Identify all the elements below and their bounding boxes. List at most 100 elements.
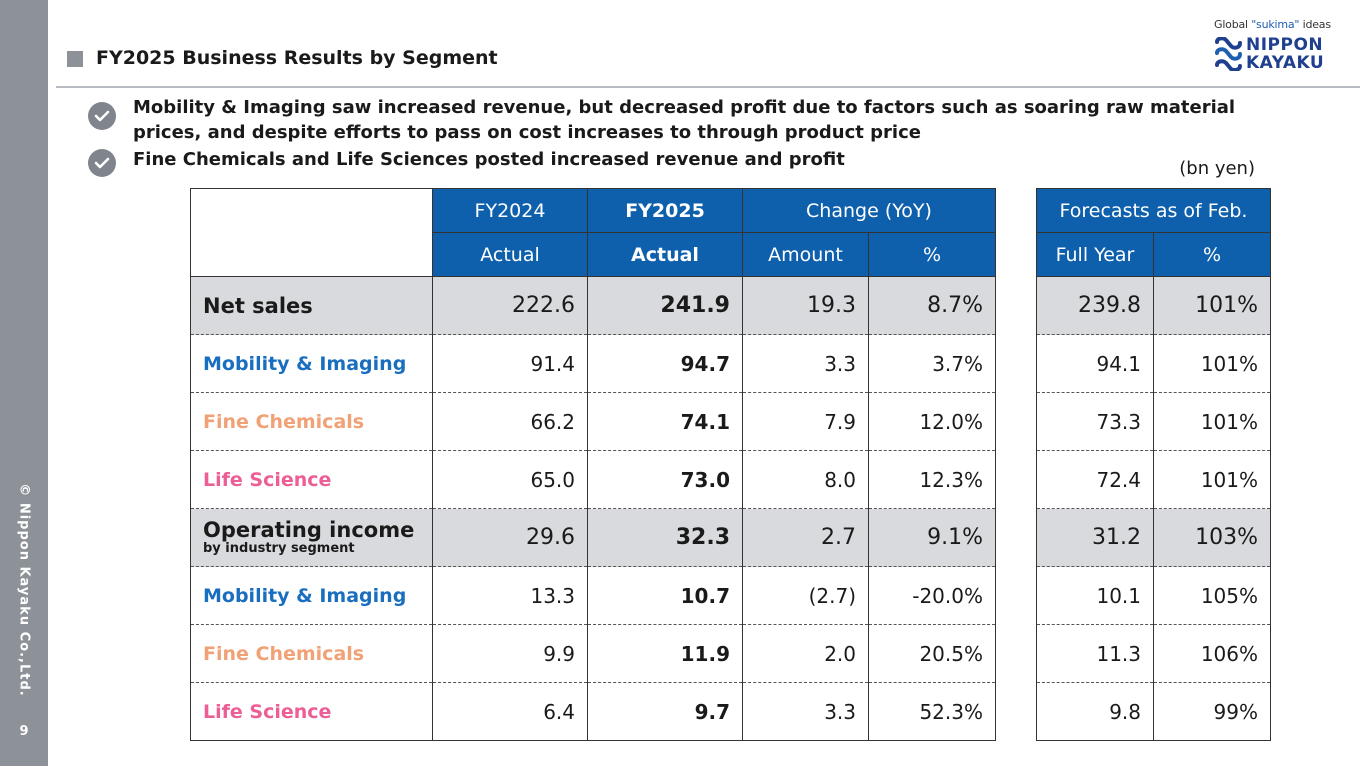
cell-full-year: 72.4 (1036, 450, 1154, 509)
cell-fy2024: 9.9 (432, 624, 588, 683)
cell-forecast-pct: 105% (1153, 566, 1271, 625)
table-row: 72.4 101% (1036, 450, 1271, 509)
cell-full-year: 94.1 (1036, 334, 1154, 393)
cell-pct: -20.0% (868, 566, 996, 625)
table-row: Net sales 222.6 241.9 19.3 8.7% (190, 276, 996, 335)
cell-fy2024: 13.3 (432, 566, 588, 625)
table-row: 10.1 105% (1036, 566, 1271, 625)
header-fy2024: FY2024 (432, 188, 588, 233)
cell-pct: 20.5% (868, 624, 996, 683)
cell-fy2025: 74.1 (587, 392, 743, 451)
row-label: Life Science (190, 450, 433, 509)
header-full-year: Full Year (1036, 232, 1154, 277)
table-row: 11.3 106% (1036, 624, 1271, 683)
cell-amount: 8.0 (742, 450, 869, 509)
cell-full-year: 31.2 (1036, 508, 1154, 567)
cell-pct: 9.1% (868, 508, 996, 567)
forecast-table: Forecasts as of Feb. Full Year % 239.8 1… (1036, 188, 1271, 741)
cell-full-year: 10.1 (1036, 566, 1154, 625)
cell-fy2025: 73.0 (587, 450, 743, 509)
header-forecast: Forecasts as of Feb. (1036, 188, 1271, 233)
cell-amount: 3.3 (742, 682, 869, 741)
table-row: 94.1 101% (1036, 334, 1271, 393)
company-logo: Global "sukima" ideas NIPPON KAYAKU (1210, 18, 1331, 74)
cell-amount: 2.0 (742, 624, 869, 683)
unit-label: (bn yen) (1179, 158, 1255, 179)
page-title: FY2025 Business Results by Segment (96, 47, 498, 69)
cell-fy2024: 29.6 (432, 508, 588, 567)
results-table: FY2024 FY2025 Change (YoY) Actual Actual… (190, 188, 996, 741)
cell-fy2024: 65.0 (432, 450, 588, 509)
table-row: Mobility & Imaging 13.3 10.7 (2.7) -20.0… (190, 566, 996, 625)
logo-tagline-suffix: ideas (1299, 18, 1331, 31)
row-sublabel: by industry segment (203, 541, 355, 556)
bullet-item: Fine Chemicals and Life Sciences posted … (88, 147, 845, 177)
logo-tagline-highlight: "sukima" (1251, 18, 1300, 31)
header-fy2025: FY2025 (587, 188, 743, 233)
cell-forecast-pct: 101% (1153, 276, 1271, 335)
cell-fy2024: 66.2 (432, 392, 588, 451)
bullet-text: Fine Chemicals and Life Sciences posted … (133, 149, 845, 170)
cell-amount: 3.3 (742, 334, 869, 393)
cell-fy2025: 94.7 (587, 334, 743, 393)
table-row: 31.2 103% (1036, 508, 1271, 567)
table-row: 9.8 99% (1036, 682, 1271, 741)
header-forecast-pct: % (1153, 232, 1271, 277)
title-marker-icon (67, 51, 83, 67)
cell-fy2025: 241.9 (587, 276, 743, 335)
row-label: Fine Chemicals (190, 624, 433, 683)
row-label: Mobility & Imaging (190, 566, 433, 625)
cell-pct: 52.3% (868, 682, 996, 741)
header-amount: Amount (742, 232, 869, 277)
copyright-text: © Nippon Kayaku Co.,Ltd. (16, 483, 32, 697)
cell-pct: 12.3% (868, 450, 996, 509)
side-bar: © Nippon Kayaku Co.,Ltd. 9 (0, 0, 48, 766)
logo-tagline: Global "sukima" ideas (1214, 18, 1331, 31)
table-corner-cell (190, 188, 433, 277)
table-row: Fine Chemicals 9.9 11.9 2.0 20.5% (190, 624, 996, 683)
cell-forecast-pct: 99% (1153, 682, 1271, 741)
page-number: 9 (19, 724, 29, 739)
check-icon (88, 102, 116, 130)
cell-amount: 19.3 (742, 276, 869, 335)
table-row: Fine Chemicals 66.2 74.1 7.9 12.0% (190, 392, 996, 451)
cell-amount: 7.9 (742, 392, 869, 451)
logo-mark-icon (1215, 37, 1242, 71)
header-pct: % (868, 232, 996, 277)
logo-word-kayaku: KAYAKU (1246, 53, 1325, 73)
cell-full-year: 239.8 (1036, 276, 1154, 335)
cell-pct: 3.7% (868, 334, 996, 393)
cell-full-year: 11.3 (1036, 624, 1154, 683)
cell-fy2024: 222.6 (432, 276, 588, 335)
table-row: Life Science 6.4 9.7 3.3 52.3% (190, 682, 996, 741)
table-row: 73.3 101% (1036, 392, 1271, 451)
header-actual-fy2024: Actual (432, 232, 588, 277)
table-row: Mobility & Imaging 91.4 94.7 3.3 3.7% (190, 334, 996, 393)
row-label: Mobility & Imaging (190, 334, 433, 393)
table-row: Life Science 65.0 73.0 8.0 12.3% (190, 450, 996, 509)
cell-forecast-pct: 101% (1153, 334, 1271, 393)
cell-fy2025: 10.7 (587, 566, 743, 625)
cell-forecast-pct: 101% (1153, 392, 1271, 451)
cell-pct: 12.0% (868, 392, 996, 451)
row-label: Life Science (190, 682, 433, 741)
cell-forecast-pct: 103% (1153, 508, 1271, 567)
cell-forecast-pct: 106% (1153, 624, 1271, 683)
cell-amount: (2.7) (742, 566, 869, 625)
row-label: Net sales (190, 276, 433, 335)
row-label-main: Operating income (203, 518, 415, 542)
cell-pct: 8.7% (868, 276, 996, 335)
cell-full-year: 73.3 (1036, 392, 1154, 451)
title-divider (56, 86, 1360, 88)
cell-fy2025: 32.3 (587, 508, 743, 567)
table-row: Operating income by industry segment 29.… (190, 508, 996, 567)
bullet-text: Mobility & Imaging saw increased revenue… (133, 97, 1236, 143)
check-icon (88, 149, 116, 177)
logo-word-nippon: NIPPON (1246, 35, 1324, 55)
cell-fy2025: 11.9 (587, 624, 743, 683)
logo-tagline-prefix: Global (1214, 18, 1252, 31)
bullet-item: Mobility & Imaging saw increased revenue… (88, 95, 1273, 145)
table-row: 239.8 101% (1036, 276, 1271, 335)
cell-fy2024: 6.4 (432, 682, 588, 741)
header-actual-fy2025: Actual (587, 232, 743, 277)
